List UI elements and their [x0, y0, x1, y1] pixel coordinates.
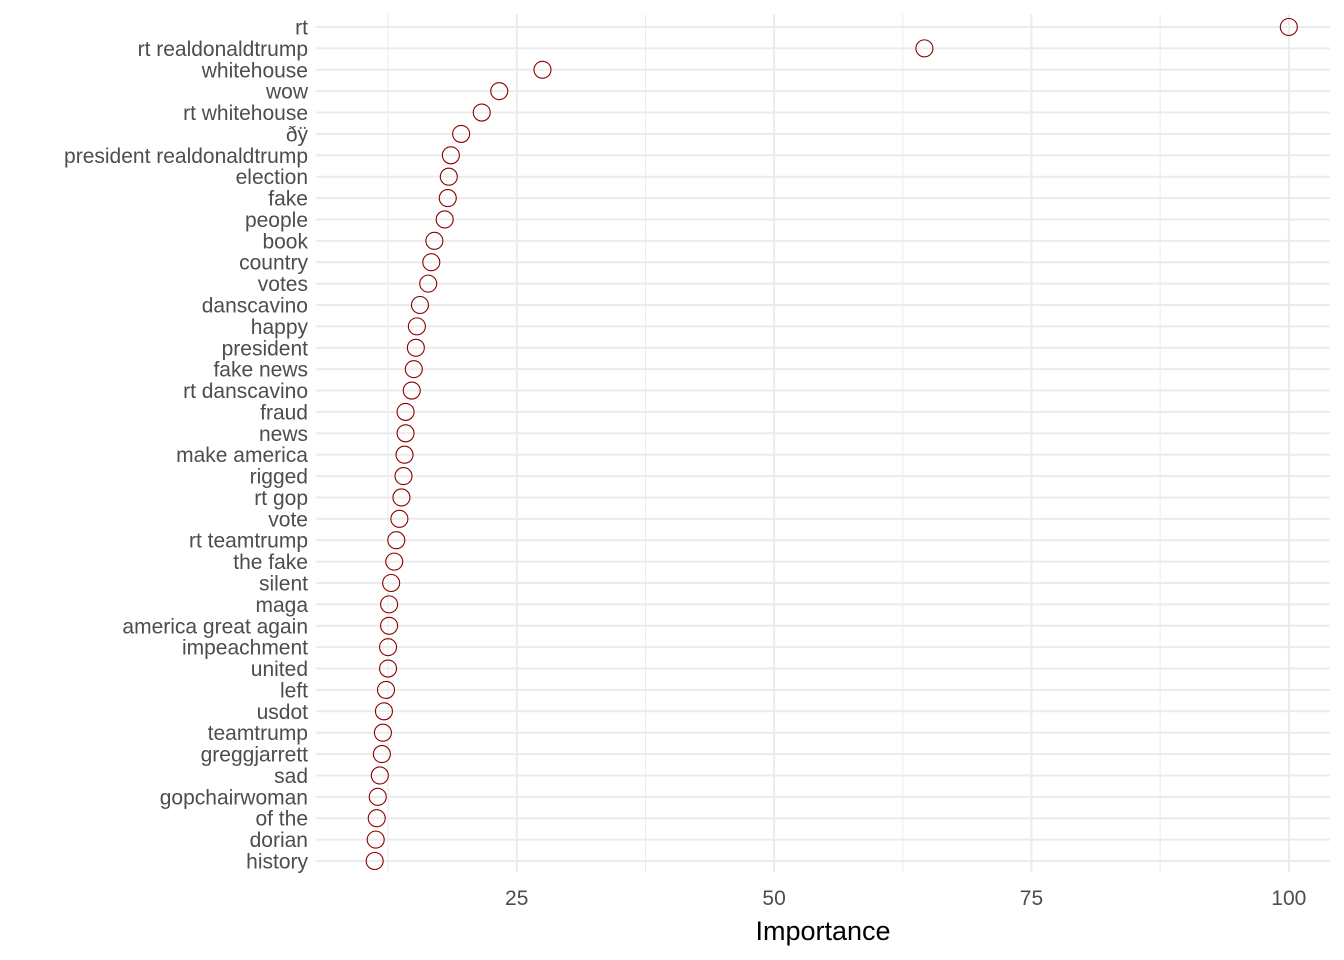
data-point	[390, 509, 409, 528]
category-label: votes	[258, 273, 308, 296]
data-points	[365, 17, 1298, 871]
data-point	[915, 39, 934, 58]
data-point	[387, 531, 406, 550]
category-label: fraud	[260, 401, 308, 424]
data-point	[385, 552, 404, 571]
category-label: fake news	[213, 359, 308, 382]
grid	[316, 14, 1330, 872]
category-label: whitehouse	[201, 59, 308, 82]
category-label: vote	[268, 508, 308, 531]
data-point	[396, 424, 415, 443]
category-label: danscavino	[202, 295, 308, 318]
data-point	[370, 766, 389, 785]
category-label: impeachment	[182, 637, 308, 660]
data-point	[438, 189, 457, 208]
x-tick-label: 50	[762, 887, 785, 910]
category-label: rt teamtrump	[189, 530, 308, 553]
data-point	[379, 659, 398, 678]
category-label: president realdonaldtrump	[64, 145, 308, 168]
data-point	[380, 616, 399, 635]
x-tick-label: 75	[1020, 887, 1043, 910]
category-label: rigged	[250, 466, 308, 489]
category-label: silent	[259, 573, 308, 596]
category-label: america great again	[122, 615, 308, 638]
category-label: greggjarrett	[201, 744, 309, 767]
category-label: sad	[274, 765, 308, 788]
category-label: rt danscavino	[183, 380, 308, 403]
data-point	[366, 830, 385, 849]
category-label: left	[280, 679, 308, 702]
x-tick-label: 100	[1271, 887, 1306, 910]
x-axis-title: Importance	[755, 916, 890, 946]
data-point	[380, 595, 399, 614]
data-point	[533, 60, 552, 79]
category-label: teamtrump	[208, 722, 308, 745]
data-point	[368, 787, 387, 806]
data-point	[373, 723, 392, 742]
data-point	[410, 295, 430, 315]
category-label: gopchairwoman	[160, 786, 308, 809]
category-label: history	[246, 851, 308, 874]
category-label: ðÿ	[286, 123, 309, 146]
category-label: of the	[255, 808, 308, 831]
data-point	[439, 167, 458, 186]
category-label: usdot	[257, 701, 309, 724]
x-tick-label: 25	[505, 887, 528, 910]
data-point	[392, 488, 411, 507]
category-label: dorian	[250, 829, 308, 852]
category-label: united	[251, 658, 308, 681]
data-point	[441, 146, 460, 165]
x-axis-ticks: 25 50 75 100	[505, 887, 1306, 910]
data-point	[425, 231, 444, 250]
data-point	[406, 338, 425, 357]
category-label: people	[245, 209, 308, 232]
data-point	[367, 809, 386, 828]
data-point	[407, 317, 426, 336]
data-point	[472, 103, 491, 122]
category-label: president	[222, 337, 309, 360]
data-point	[435, 210, 454, 229]
category-label: wow	[265, 81, 309, 104]
data-point	[402, 381, 421, 400]
category-label: make america	[176, 444, 308, 467]
category-label: book	[262, 230, 308, 253]
data-point	[372, 745, 391, 764]
data-point	[419, 274, 438, 293]
data-point	[365, 851, 384, 871]
category-label: the fake	[233, 551, 308, 574]
category-label: news	[259, 423, 308, 446]
data-point	[379, 638, 398, 657]
data-point	[452, 124, 471, 143]
data-point	[394, 467, 413, 486]
data-point	[395, 445, 414, 464]
category-label: rt realdonaldtrump	[138, 38, 308, 61]
data-point	[490, 82, 509, 101]
data-point	[1279, 17, 1298, 37]
category-label: maga	[255, 594, 308, 617]
data-point	[376, 680, 396, 699]
category-label: rt gop	[254, 487, 308, 510]
category-label: fake	[268, 188, 308, 211]
category-label: rt	[295, 17, 308, 40]
category-label: country	[239, 252, 308, 275]
data-point	[396, 402, 415, 421]
category-label: happy	[251, 316, 309, 339]
data-point	[382, 573, 401, 593]
category-label: rt whitehouse	[183, 102, 308, 125]
data-point	[404, 360, 423, 379]
data-point	[374, 702, 393, 721]
data-point	[422, 253, 441, 272]
category-label: election	[236, 166, 308, 189]
